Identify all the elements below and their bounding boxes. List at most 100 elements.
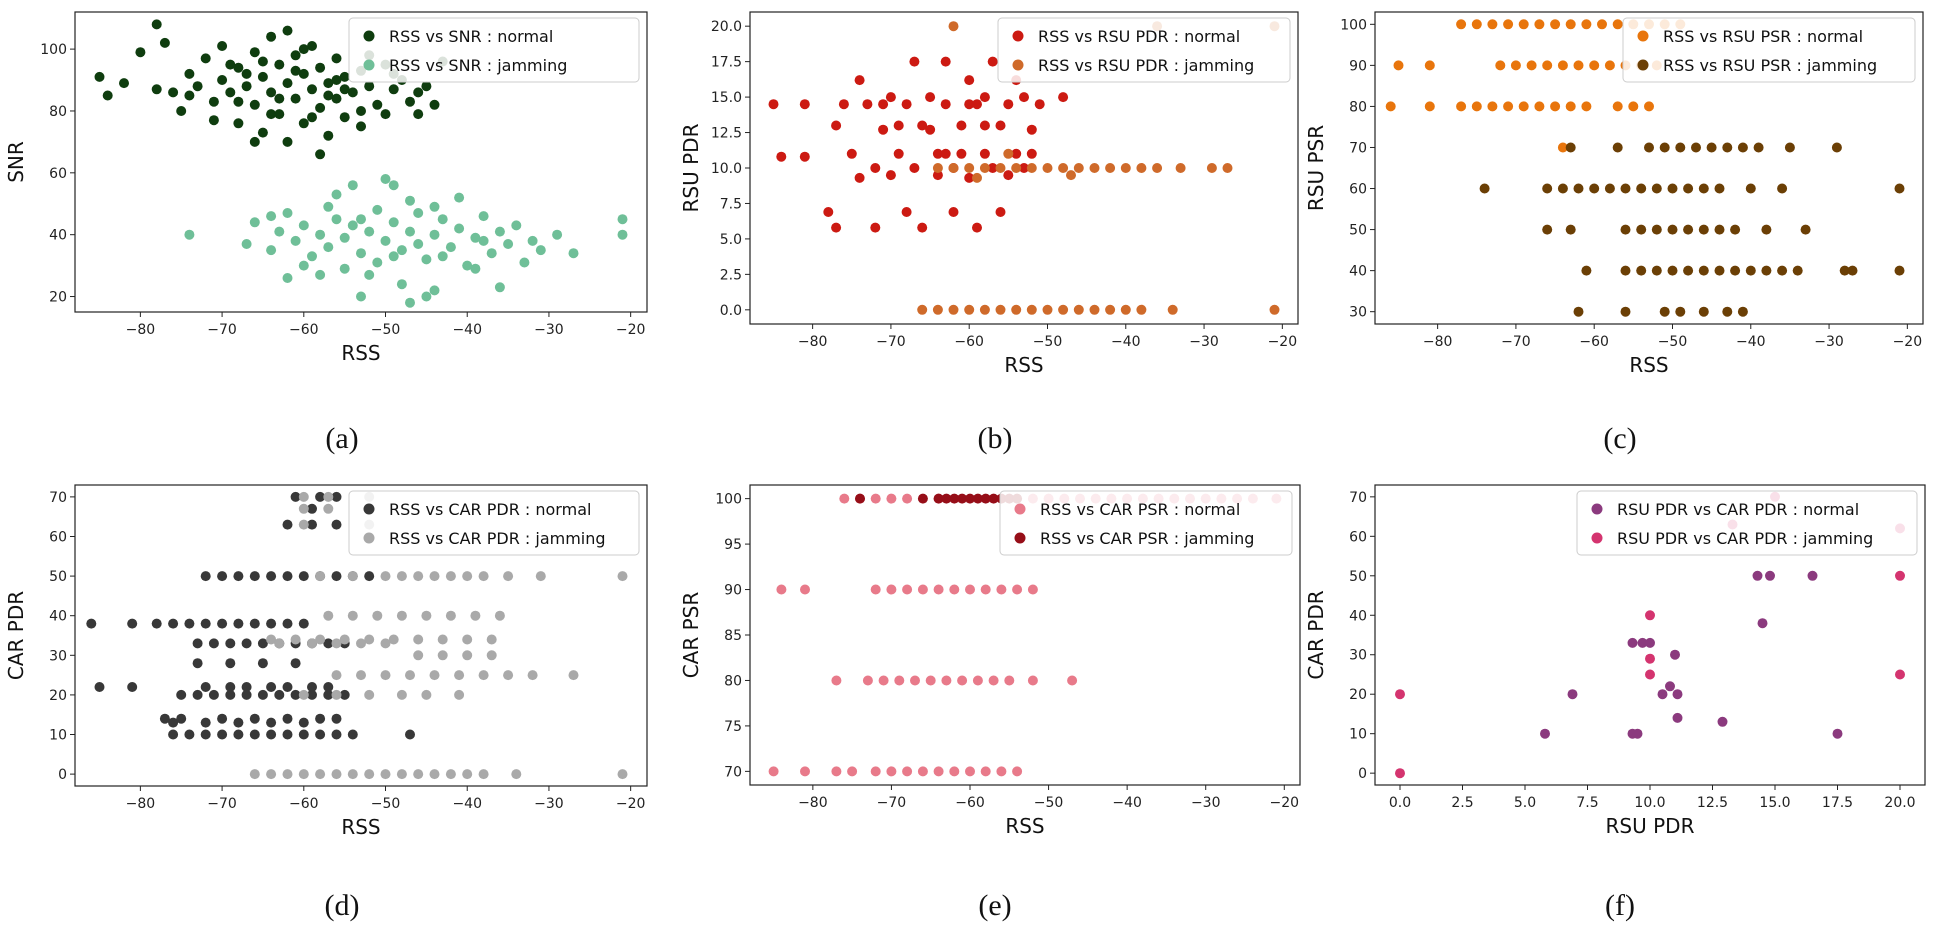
data-point xyxy=(1670,649,1680,660)
data-point xyxy=(372,99,383,110)
data-point xyxy=(217,41,228,51)
data-point xyxy=(298,260,309,271)
data-point xyxy=(315,571,326,582)
data-point xyxy=(282,571,293,582)
data-point xyxy=(838,99,849,110)
data-point xyxy=(356,670,366,681)
y-tick-label: 60 xyxy=(49,166,67,182)
legend-box xyxy=(997,17,1291,83)
data-point xyxy=(1026,148,1037,159)
subfigure-caption: (a) xyxy=(325,422,358,455)
data-point xyxy=(470,263,481,274)
x-tick-label: −30 xyxy=(534,322,564,338)
legend-marker xyxy=(363,30,375,42)
data-point xyxy=(1714,183,1725,194)
data-point xyxy=(831,120,842,131)
y-tick-label: 30 xyxy=(49,648,67,664)
data-point xyxy=(282,729,293,740)
data-point xyxy=(1026,304,1037,315)
data-point xyxy=(527,235,538,246)
data-point xyxy=(1620,183,1631,194)
data-point xyxy=(1714,224,1725,235)
data-point xyxy=(257,71,268,82)
legend-marker xyxy=(1637,30,1649,42)
data-point xyxy=(932,170,943,181)
data-point xyxy=(964,304,975,315)
data-point xyxy=(972,222,982,233)
data-point xyxy=(429,571,440,582)
data-point xyxy=(972,675,983,686)
data-point xyxy=(413,634,424,645)
data-point xyxy=(511,769,522,780)
data-point xyxy=(995,120,1006,131)
data-point xyxy=(1011,304,1022,315)
data-point xyxy=(855,493,865,504)
subfigure-caption: (d) xyxy=(325,889,360,922)
data-point xyxy=(380,174,391,184)
data-point xyxy=(339,689,350,700)
data-point xyxy=(964,172,975,183)
data-point xyxy=(282,713,293,724)
data-point xyxy=(307,638,317,649)
data-point xyxy=(298,618,309,629)
data-point xyxy=(925,675,936,686)
data-point xyxy=(965,584,975,595)
data-point xyxy=(1667,265,1678,276)
data-point xyxy=(1847,265,1858,276)
data-point xyxy=(519,257,530,268)
data-point xyxy=(1058,92,1069,103)
data-point xyxy=(893,148,904,159)
data-point xyxy=(217,571,228,582)
data-point xyxy=(405,226,415,237)
x-tick-label: −80 xyxy=(1423,334,1453,350)
data-point xyxy=(225,87,236,98)
data-point xyxy=(380,571,391,582)
data-point xyxy=(768,766,779,777)
data-point xyxy=(282,769,293,780)
data-point xyxy=(372,610,383,621)
data-point xyxy=(290,658,301,669)
data-point xyxy=(1675,306,1686,317)
data-point xyxy=(233,729,244,740)
data-point xyxy=(949,493,960,504)
data-point xyxy=(282,519,293,530)
data-point xyxy=(823,207,834,217)
data-point xyxy=(421,81,432,92)
y-tick-label: 70 xyxy=(49,490,67,506)
data-point xyxy=(184,618,195,629)
data-point xyxy=(831,675,842,686)
data-point xyxy=(339,112,350,123)
y-tick-label: 40 xyxy=(49,609,67,625)
data-point xyxy=(241,239,252,249)
data-point xyxy=(1424,60,1435,71)
data-point xyxy=(307,689,317,700)
data-point xyxy=(298,689,309,700)
data-point xyxy=(168,729,179,740)
data-point xyxy=(127,682,138,692)
y-tick-label: 20.0 xyxy=(711,19,742,35)
y-axis-label: SNR xyxy=(4,141,28,183)
data-point xyxy=(454,670,465,681)
data-point xyxy=(331,189,342,200)
data-point xyxy=(462,571,473,582)
data-point xyxy=(486,248,497,259)
x-tick-label: −60 xyxy=(1579,334,1609,350)
data-point xyxy=(356,106,366,116)
y-tick-label: 15.0 xyxy=(711,90,742,106)
y-tick-label: 80 xyxy=(1349,99,1367,115)
data-point xyxy=(831,222,842,233)
data-point xyxy=(1175,163,1186,173)
data-point xyxy=(159,37,170,48)
data-point xyxy=(307,84,317,95)
data-point xyxy=(192,658,203,669)
legend-label: RSS vs CAR PSR : normal xyxy=(1040,500,1240,519)
data-point xyxy=(1757,618,1768,629)
data-point xyxy=(298,68,309,79)
legend-label: RSS vs CAR PDR : jamming xyxy=(389,529,606,548)
y-tick-label: 30 xyxy=(1349,305,1367,321)
data-point xyxy=(331,670,342,681)
data-point xyxy=(1800,224,1811,235)
data-point xyxy=(1471,19,1482,30)
data-point xyxy=(388,251,399,262)
x-tick-label: −40 xyxy=(1111,334,1141,350)
